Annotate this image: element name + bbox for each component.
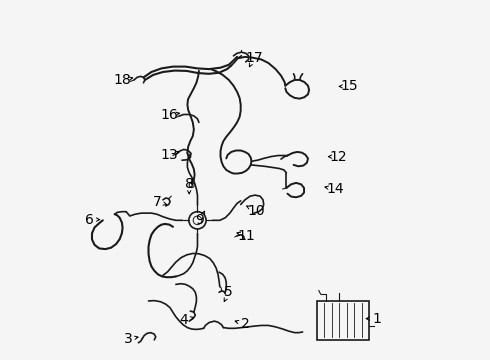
Text: 16: 16: [161, 108, 178, 122]
Bar: [317, 301, 369, 340]
Text: 3: 3: [123, 332, 132, 346]
Text: 1: 1: [372, 312, 381, 325]
Text: 13: 13: [161, 148, 178, 162]
Text: 18: 18: [114, 73, 131, 87]
Text: 6: 6: [85, 213, 94, 226]
Text: 8: 8: [185, 177, 194, 190]
Text: 15: 15: [341, 80, 358, 93]
Text: 7: 7: [152, 195, 161, 208]
Text: 2: 2: [241, 317, 249, 331]
Text: 10: 10: [247, 204, 265, 217]
Text: 14: 14: [326, 182, 344, 196]
Text: 4: 4: [179, 313, 188, 327]
Text: 9: 9: [196, 213, 204, 227]
Text: 17: 17: [245, 51, 263, 64]
Text: 5: 5: [224, 285, 233, 299]
Text: 12: 12: [330, 150, 347, 163]
Text: 11: 11: [238, 229, 256, 243]
